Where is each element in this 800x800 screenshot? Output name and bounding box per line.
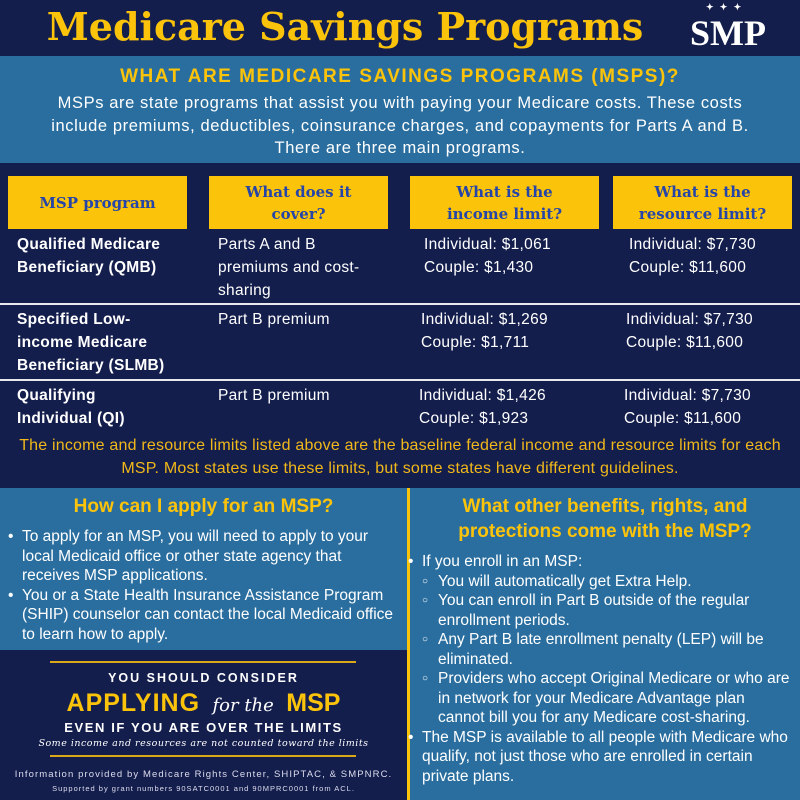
income-couple: Couple: $1,430 bbox=[424, 259, 534, 276]
resource-individual: Individual: $7,730 bbox=[629, 236, 756, 253]
resource-couple: Couple: $11,600 bbox=[629, 259, 747, 276]
table-header-income: What is the income limit? bbox=[410, 176, 599, 229]
table-row-covers: Part B premium bbox=[218, 311, 330, 328]
intro-heading: WHAT ARE MEDICARE SAVINGS PROGRAMS (MSPS… bbox=[120, 66, 680, 87]
income-individual: Individual: $1,061 bbox=[424, 236, 551, 253]
cta-line1: YOU SHOULD CONSIDER bbox=[108, 671, 299, 685]
income-couple: Couple: $1,711 bbox=[421, 334, 530, 351]
intro-section: WHAT ARE MEDICARE SAVINGS PROGRAMS (MSPS… bbox=[0, 56, 800, 163]
resource-couple: Couple: $11,600 bbox=[624, 410, 742, 427]
apply-section: How can I apply for an MSP? To apply for… bbox=[0, 488, 407, 650]
gold-rule bbox=[50, 661, 356, 663]
sub-list-item: You can enroll in Part B outside of the … bbox=[400, 591, 790, 630]
table-header-covers: What does it cover? bbox=[209, 176, 388, 229]
resource-individual: Individual: $7,730 bbox=[624, 387, 751, 404]
list-item: If you enroll in an MSP: You will automa… bbox=[400, 552, 790, 728]
table-header-resource: What is the resource limit? bbox=[613, 176, 792, 229]
sub-list-item: Providers who accept Original Medicare o… bbox=[400, 669, 790, 728]
benefits-heading: What other benefits, rights, and protect… bbox=[458, 496, 752, 542]
smp-logo: ✦ ✦ ✦ SMP bbox=[690, 2, 790, 53]
footer-grant: Supported by grant numbers 90SATC0001 an… bbox=[52, 784, 355, 793]
benefits-section: What other benefits, rights, and protect… bbox=[408, 488, 800, 800]
cta-line4: Some income and resources are not counte… bbox=[38, 738, 369, 749]
cta-applying: APPLYING bbox=[66, 689, 201, 717]
income-couple: Couple: $1,923 bbox=[419, 410, 529, 427]
list-item: To apply for an MSP, you will need to ap… bbox=[0, 527, 399, 586]
sub-list-item: You will automatically get Extra Help. bbox=[400, 572, 790, 592]
table-row-program: Specified Low-income Medicare Beneficiar… bbox=[17, 311, 165, 374]
resource-individual: Individual: $7,730 bbox=[626, 311, 753, 328]
sub-list-item: Any Part B late enrollment penalty (LEP)… bbox=[400, 630, 790, 669]
limits-note: The income and resource limits listed ab… bbox=[19, 437, 781, 477]
cta-for-the: for the bbox=[212, 695, 274, 716]
cta-msp: MSP bbox=[286, 689, 341, 717]
table-row-program: Qualified Medicare Beneficiary (QMB) bbox=[17, 236, 161, 276]
apply-heading: How can I apply for an MSP? bbox=[73, 496, 334, 517]
row-divider bbox=[0, 379, 800, 381]
table-header-program: MSP program bbox=[8, 176, 187, 229]
table-row-covers: Part B premium bbox=[218, 387, 330, 404]
resource-couple: Couple: $11,600 bbox=[626, 334, 744, 351]
income-individual: Individual: $1,269 bbox=[421, 311, 548, 328]
cta-banner: YOU SHOULD CONSIDER APPLYING for the MSP… bbox=[0, 650, 407, 800]
list-item: The MSP is available to all people with … bbox=[400, 728, 790, 787]
header bbox=[0, 0, 800, 56]
income-individual: Individual: $1,426 bbox=[419, 387, 546, 404]
table-row-covers: Parts A and B premiums and cost-sharing bbox=[218, 236, 360, 299]
cta-line3: EVEN IF YOU ARE OVER THE LIMITS bbox=[64, 720, 343, 735]
footer-credit: Information provided by Medicare Rights … bbox=[14, 769, 393, 780]
table-row-program: Qualifying Individual (QI) bbox=[17, 387, 125, 427]
logo-text: SMP bbox=[690, 13, 766, 53]
list-item: You or a State Health Insurance Assistan… bbox=[0, 586, 399, 645]
gold-rule bbox=[50, 755, 356, 757]
benefits-intro: If you enroll in an MSP: bbox=[422, 553, 583, 570]
intro-text: MSPs are state programs that assist you … bbox=[51, 94, 749, 157]
page-title: Medicare Savings Programs bbox=[46, 4, 644, 49]
row-divider bbox=[0, 303, 800, 305]
stars-icon: ✦ ✦ ✦ bbox=[706, 2, 744, 12]
